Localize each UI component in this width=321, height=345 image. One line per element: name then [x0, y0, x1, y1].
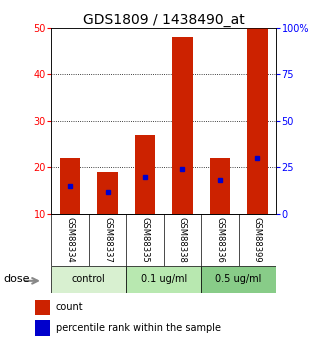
Text: GSM88338: GSM88338	[178, 217, 187, 263]
Text: 0.5 ug/ml: 0.5 ug/ml	[215, 275, 262, 284]
Text: GSM88399: GSM88399	[253, 217, 262, 263]
Bar	[172, 37, 193, 214]
Text: percentile rank within the sample: percentile rank within the sample	[56, 323, 221, 333]
Bar	[51, 266, 126, 293]
Text: GSM88335: GSM88335	[141, 217, 150, 263]
Bar	[35, 299, 50, 315]
Bar	[135, 135, 155, 214]
Text: control: control	[72, 275, 106, 284]
Title: GDS1809 / 1438490_at: GDS1809 / 1438490_at	[83, 12, 245, 27]
Bar	[210, 158, 230, 214]
Text: dose: dose	[3, 275, 30, 284]
Text: count: count	[56, 303, 83, 313]
Text: GSM88337: GSM88337	[103, 217, 112, 263]
Text: 0.1 ug/ml: 0.1 ug/ml	[141, 275, 187, 284]
Bar	[247, 28, 268, 214]
Bar	[60, 158, 80, 214]
Text: GSM88334: GSM88334	[65, 217, 74, 263]
Bar	[97, 172, 118, 214]
Bar	[35, 320, 50, 336]
Bar	[201, 266, 276, 293]
Bar	[126, 266, 201, 293]
Text: GSM88336: GSM88336	[215, 217, 224, 263]
